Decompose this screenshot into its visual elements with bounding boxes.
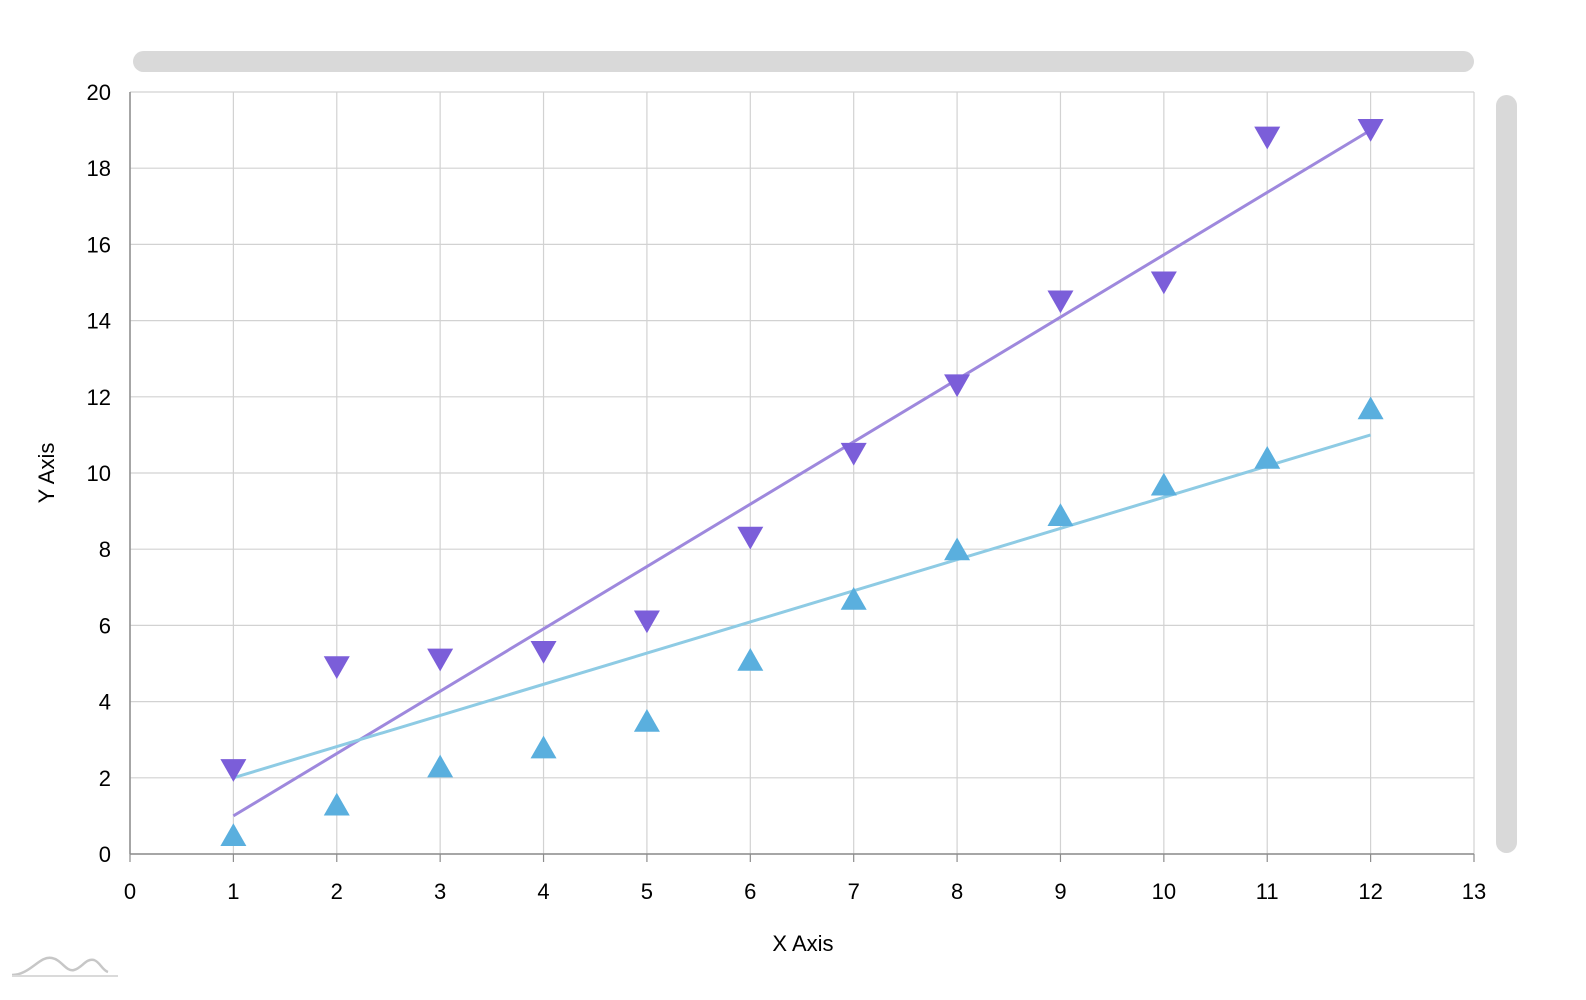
x-tick-label: 1 [227, 879, 239, 904]
data-point-series-0[interactable] [737, 526, 764, 550]
data-point-series-1[interactable] [323, 792, 350, 816]
grid [129, 91, 1475, 855]
data-point-series-0[interactable] [1150, 271, 1177, 295]
data-point-series-1[interactable] [944, 537, 971, 561]
data-point-series-0[interactable] [427, 648, 454, 672]
data-point-series-1[interactable] [220, 823, 247, 846]
y-tick-label: 4 [99, 690, 111, 715]
data-point-series-1[interactable] [530, 735, 557, 759]
data-point-series-0[interactable] [1357, 119, 1384, 142]
data-point-series-1[interactable] [737, 647, 764, 671]
y-tick-label: 18 [87, 156, 111, 181]
y-tick-label: 10 [87, 461, 111, 486]
x-tick-label: 6 [744, 879, 756, 904]
data-point-series-1[interactable] [633, 708, 660, 732]
data-point-series-0[interactable] [1254, 126, 1281, 150]
vertical-scrollbar[interactable] [1496, 95, 1517, 853]
x-tick-label: 9 [1054, 879, 1066, 904]
y-tick-label: 14 [87, 309, 111, 334]
y-tick-label: 16 [87, 232, 111, 257]
x-tick-label: 7 [848, 879, 860, 904]
data-point-series-1[interactable] [1254, 446, 1281, 469]
x-tick-label: 3 [434, 879, 446, 904]
x-tick-label: 2 [331, 879, 343, 904]
data-point-series-1[interactable] [427, 754, 454, 778]
amcharts-logo-icon[interactable] [11, 956, 118, 977]
data-point-series-0[interactable] [220, 759, 247, 782]
x-tick-label: 12 [1358, 879, 1382, 904]
horizontal-scrollbar[interactable] [133, 51, 1474, 72]
trendline-0 [232, 128, 1372, 818]
markers [220, 119, 1384, 846]
data-point-series-0[interactable] [1047, 290, 1074, 314]
x-tick-label: 5 [641, 879, 653, 904]
y-tick-label: 2 [99, 766, 111, 791]
trendlines [232, 128, 1372, 818]
data-point-series-0[interactable] [840, 442, 867, 466]
trendline-1 [232, 433, 1372, 780]
data-point-series-1[interactable] [840, 587, 867, 610]
data-point-series-0[interactable] [633, 610, 660, 634]
x-axis-title: X Axis [772, 931, 833, 956]
x-tick-label: 10 [1152, 879, 1176, 904]
y-tick-label: 20 [87, 80, 111, 105]
data-point-series-1[interactable] [1150, 472, 1177, 496]
x-tick-label: 0 [124, 879, 136, 904]
x-tick-label: 4 [537, 879, 549, 904]
x-tick-label: 11 [1256, 879, 1279, 904]
x-tick-label: 13 [1462, 879, 1486, 904]
y-tick-label: 12 [87, 385, 111, 410]
y-tick-label: 0 [99, 842, 111, 867]
y-tick-label: 8 [99, 537, 111, 562]
data-point-series-1[interactable] [1357, 396, 1384, 420]
y-tick-label: 6 [99, 613, 111, 638]
y-axis-title: Y Axis [34, 443, 59, 504]
x-tick-label: 8 [951, 879, 963, 904]
data-point-series-0[interactable] [323, 656, 350, 680]
data-point-series-0[interactable] [944, 374, 971, 398]
data-point-series-0[interactable] [530, 641, 557, 664]
data-point-series-1[interactable] [1047, 503, 1074, 526]
